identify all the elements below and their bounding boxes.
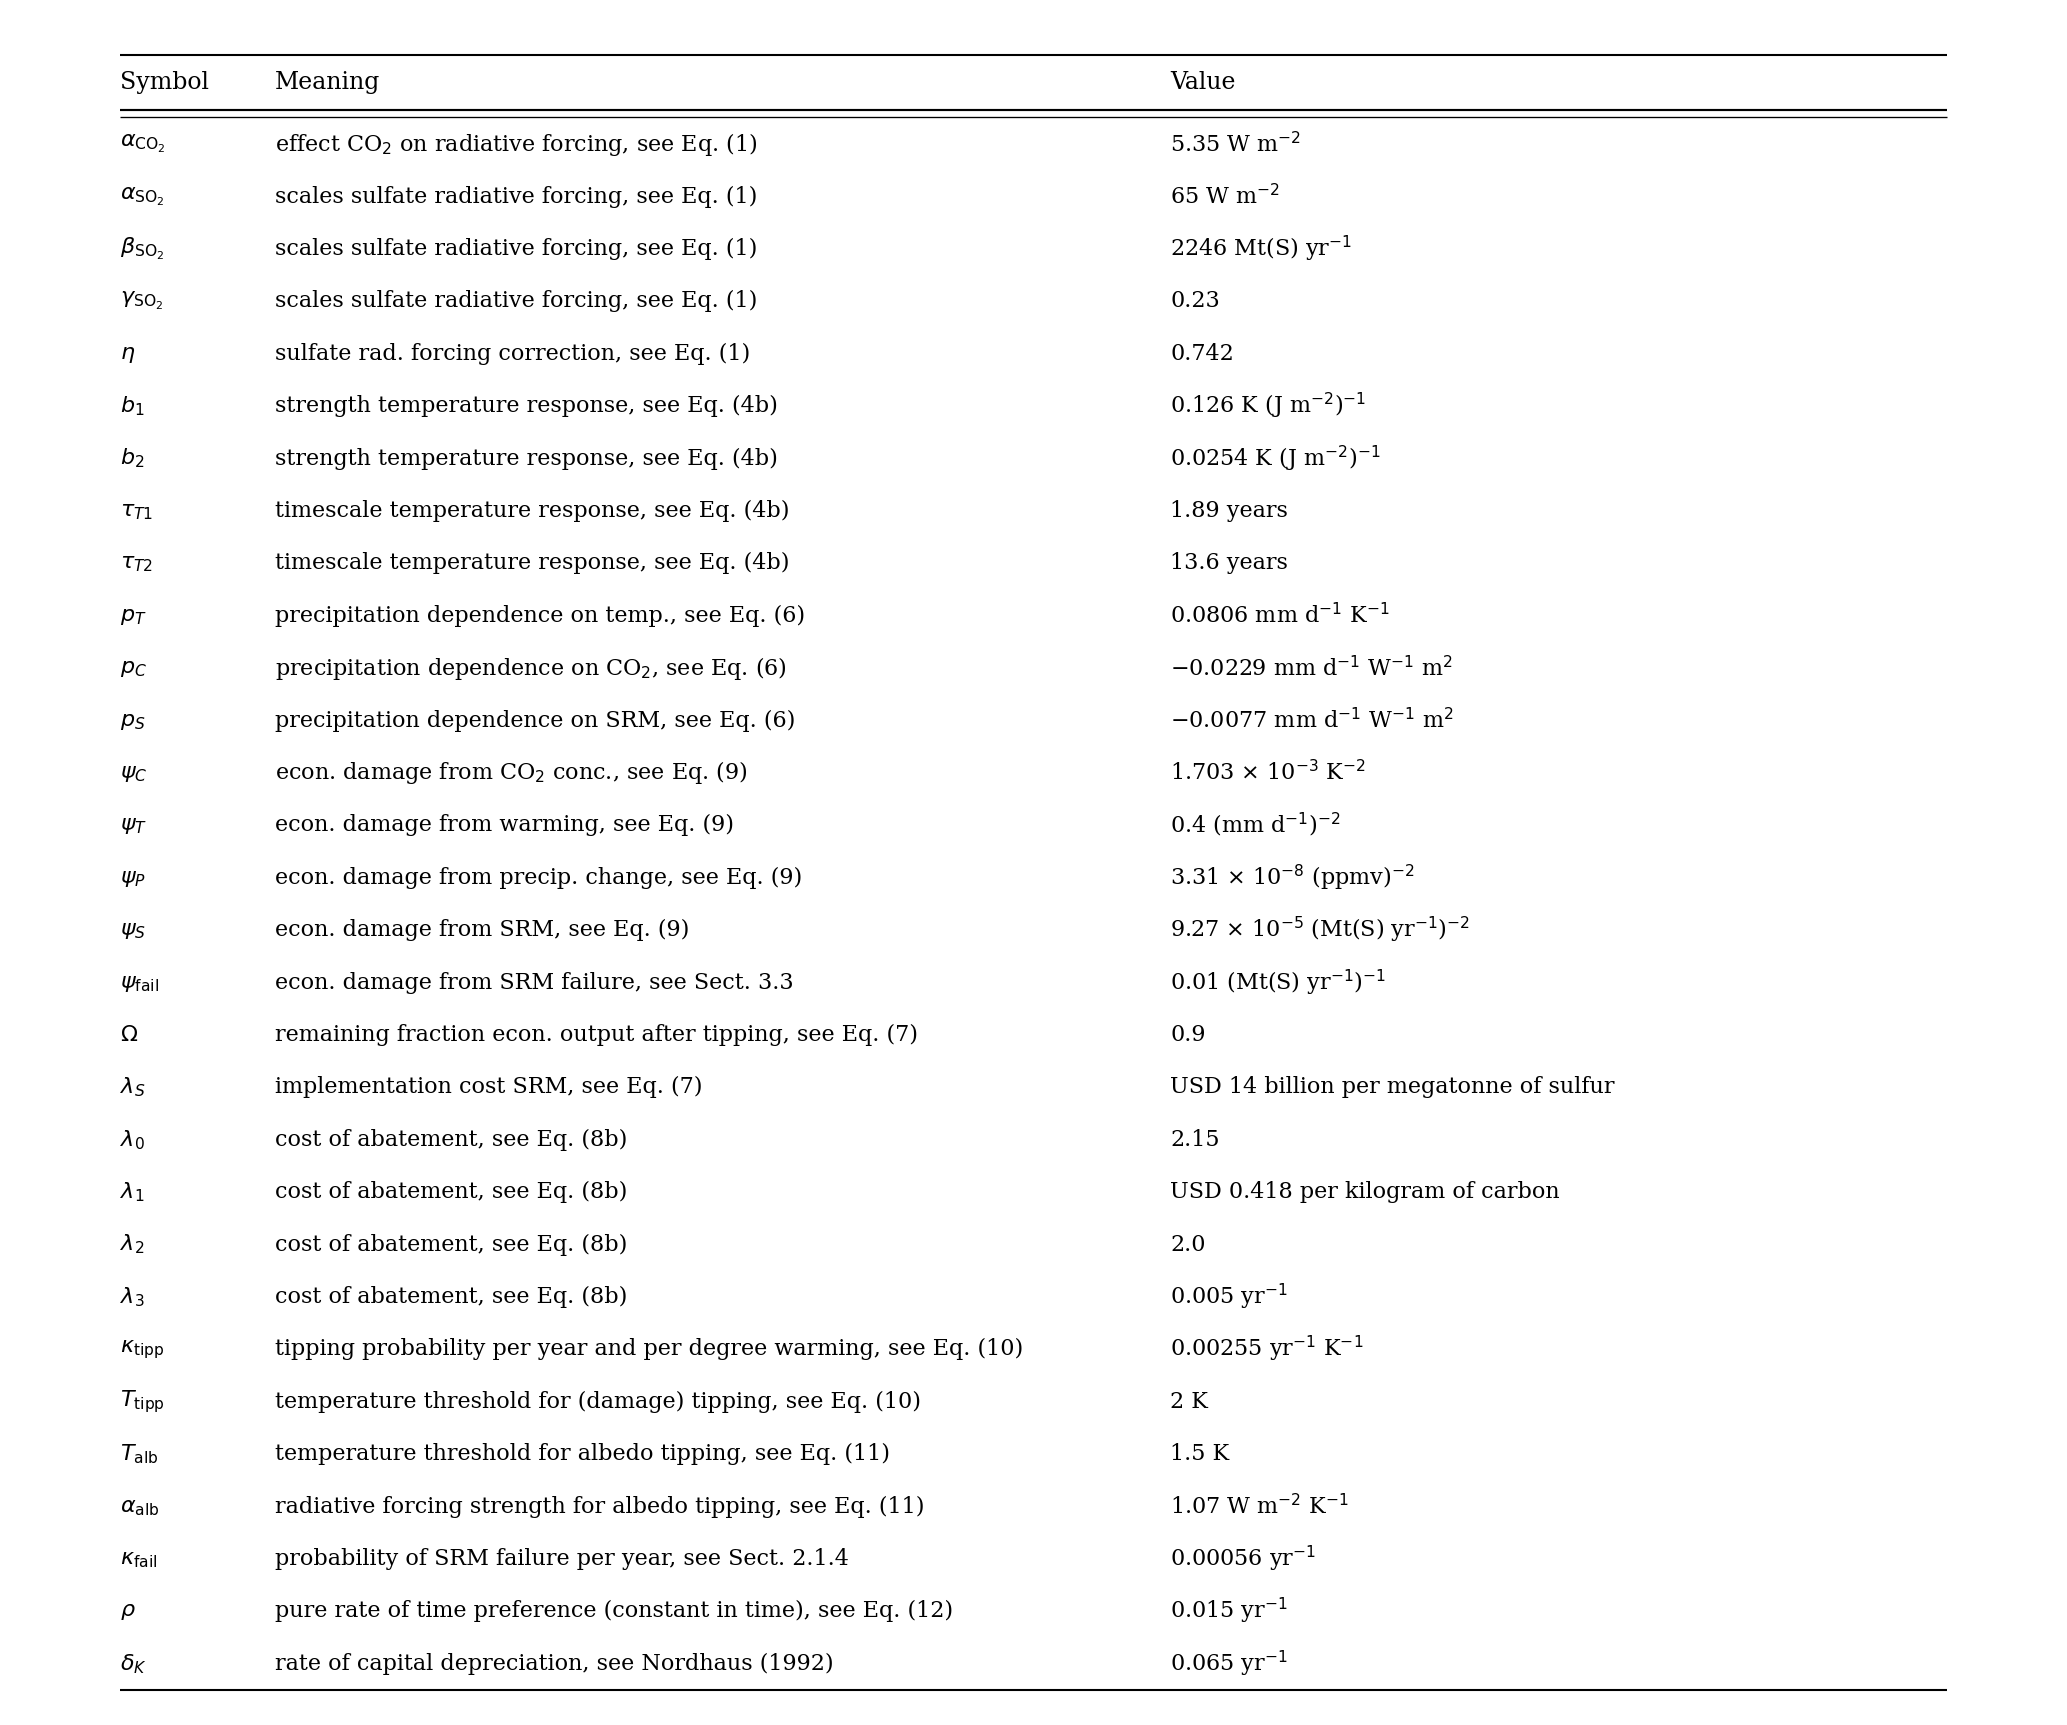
Text: cost of abatement, see Eq. (8b): cost of abatement, see Eq. (8b) [275,1233,628,1256]
Text: $\lambda_0$: $\lambda_0$ [120,1128,145,1152]
Text: $T_{\mathrm{alb}}$: $T_{\mathrm{alb}}$ [120,1442,159,1466]
Text: $T_{\mathrm{tipp}}$: $T_{\mathrm{tipp}}$ [120,1389,165,1414]
Text: radiative forcing strength for albedo tipping, see Eq. (11): radiative forcing strength for albedo ti… [275,1496,924,1518]
Text: USD 14 billion per megatonne of sulfur: USD 14 billion per megatonne of sulfur [1170,1076,1614,1099]
Text: 2246 Mt(S) yr$^{-1}$: 2246 Mt(S) yr$^{-1}$ [1170,235,1352,264]
Text: sulfate rad. forcing correction, see Eq. (1): sulfate rad. forcing correction, see Eq.… [275,343,750,366]
Text: econ. damage from SRM, see Eq. (9): econ. damage from SRM, see Eq. (9) [275,919,690,942]
Text: 0.065 yr$^{-1}$: 0.065 yr$^{-1}$ [1170,1649,1288,1678]
Text: econ. damage from SRM failure, see Sect. 3.3: econ. damage from SRM failure, see Sect.… [275,971,794,994]
Text: $\psi_T$: $\psi_T$ [120,814,147,837]
Text: $\alpha_{\mathrm{CO_2}}$: $\alpha_{\mathrm{CO_2}}$ [120,133,165,155]
Text: 65 W m$^{-2}$: 65 W m$^{-2}$ [1170,185,1279,209]
Text: temperature threshold for (damage) tipping, see Eq. (10): temperature threshold for (damage) tippi… [275,1390,922,1413]
Text: $\alpha_{\mathrm{SO_2}}$: $\alpha_{\mathrm{SO_2}}$ [120,186,165,207]
Text: scales sulfate radiative forcing, see Eq. (1): scales sulfate radiative forcing, see Eq… [275,290,757,312]
Text: $\lambda_3$: $\lambda_3$ [120,1285,145,1309]
Text: rate of capital depreciation, see Nordhaus (1992): rate of capital depreciation, see Nordha… [275,1653,833,1675]
Text: econ. damage from warming, see Eq. (9): econ. damage from warming, see Eq. (9) [275,814,734,837]
Text: $\Omega$: $\Omega$ [120,1025,138,1045]
Text: $\psi_C$: $\psi_C$ [120,762,147,783]
Text: $\alpha_{\mathrm{alb}}$: $\alpha_{\mathrm{alb}}$ [120,1496,159,1518]
Text: 0.126 K (J m$^{-2}$)$^{-1}$: 0.126 K (J m$^{-2}$)$^{-1}$ [1170,392,1366,421]
Text: strength temperature response, see Eq. (4b): strength temperature response, see Eq. (… [275,395,777,417]
Text: cost of abatement, see Eq. (8b): cost of abatement, see Eq. (8b) [275,1285,628,1308]
Text: $\psi_P$: $\psi_P$ [120,866,147,888]
Text: 2.0: 2.0 [1170,1233,1205,1256]
Text: temperature threshold for albedo tipping, see Eq. (11): temperature threshold for albedo tipping… [275,1444,891,1465]
Text: 0.005 yr$^{-1}$: 0.005 yr$^{-1}$ [1170,1282,1288,1313]
Text: 0.4 (mm d$^{-1}$)$^{-2}$: 0.4 (mm d$^{-1}$)$^{-2}$ [1170,811,1341,840]
Text: $\lambda_2$: $\lambda_2$ [120,1233,145,1256]
Text: $b_1$: $b_1$ [120,395,145,417]
Text: $\lambda_S$: $\lambda_S$ [120,1076,145,1099]
Text: $\delta_K$: $\delta_K$ [120,1653,147,1675]
Text: 1.5 K: 1.5 K [1170,1444,1230,1465]
Text: Value: Value [1170,71,1236,93]
Text: effect CO$_2$ on radiative forcing, see Eq. (1): effect CO$_2$ on radiative forcing, see … [275,131,757,157]
Text: 13.6 years: 13.6 years [1170,552,1288,574]
Text: $b_2$: $b_2$ [120,447,145,471]
Text: probability of SRM failure per year, see Sect. 2.1.4: probability of SRM failure per year, see… [275,1547,850,1570]
Text: 0.742: 0.742 [1170,343,1234,364]
Text: precipitation dependence on CO$_2$, see Eq. (6): precipitation dependence on CO$_2$, see … [275,656,788,681]
Text: Meaning: Meaning [275,71,380,93]
Text: $\eta$: $\eta$ [120,343,134,364]
Text: $\lambda_1$: $\lambda_1$ [120,1180,145,1204]
Text: 1.703 $\times$ 10$^{-3}$ K$^{-2}$: 1.703 $\times$ 10$^{-3}$ K$^{-2}$ [1170,761,1366,785]
Text: $\gamma_{\mathrm{SO_2}}$: $\gamma_{\mathrm{SO_2}}$ [120,290,163,312]
Text: timescale temperature response, see Eq. (4b): timescale temperature response, see Eq. … [275,500,790,523]
Text: 2.15: 2.15 [1170,1128,1220,1151]
Text: 0.01 (Mt(S) yr$^{-1}$)$^{-1}$: 0.01 (Mt(S) yr$^{-1}$)$^{-1}$ [1170,968,1387,997]
Text: 2 K: 2 K [1170,1390,1207,1413]
Text: Symbol: Symbol [120,71,209,93]
Text: $\kappa_{\mathrm{fail}}$: $\kappa_{\mathrm{fail}}$ [120,1547,157,1570]
Text: $\psi_S$: $\psi_S$ [120,919,147,942]
Text: 0.015 yr$^{-1}$: 0.015 yr$^{-1}$ [1170,1596,1288,1627]
Text: 0.9: 0.9 [1170,1025,1205,1045]
Text: 0.0254 K (J m$^{-2}$)$^{-1}$: 0.0254 K (J m$^{-2}$)$^{-1}$ [1170,443,1381,474]
Text: 1.89 years: 1.89 years [1170,500,1288,523]
Text: strength temperature response, see Eq. (4b): strength temperature response, see Eq. (… [275,447,777,469]
Text: cost of abatement, see Eq. (8b): cost of abatement, see Eq. (8b) [275,1128,628,1151]
Text: 0.23: 0.23 [1170,290,1220,312]
Text: 0.00255 yr$^{-1}$ K$^{-1}$: 0.00255 yr$^{-1}$ K$^{-1}$ [1170,1335,1364,1364]
Text: $p_S$: $p_S$ [120,709,145,731]
Text: scales sulfate radiative forcing, see Eq. (1): scales sulfate radiative forcing, see Eq… [275,186,757,207]
Text: tipping probability per year and per degree warming, see Eq. (10): tipping probability per year and per deg… [275,1339,1023,1361]
Text: $-$0.0229 mm d$^{-1}$ W$^{-1}$ m$^2$: $-$0.0229 mm d$^{-1}$ W$^{-1}$ m$^2$ [1170,656,1453,681]
Text: $\tau_{T2}$: $\tau_{T2}$ [120,552,153,574]
Text: scales sulfate radiative forcing, see Eq. (1): scales sulfate radiative forcing, see Eq… [275,238,757,260]
Text: 0.00056 yr$^{-1}$: 0.00056 yr$^{-1}$ [1170,1544,1317,1575]
Text: precipitation dependence on SRM, see Eq. (6): precipitation dependence on SRM, see Eq.… [275,709,796,731]
Text: $p_T$: $p_T$ [120,605,147,626]
Text: $\beta_{\mathrm{SO_2}}$: $\beta_{\mathrm{SO_2}}$ [120,236,165,262]
Text: 0.0806 mm d$^{-1}$ K$^{-1}$: 0.0806 mm d$^{-1}$ K$^{-1}$ [1170,604,1389,628]
Text: 9.27 $\times$ 10$^{-5}$ (Mt(S) yr$^{-1}$)$^{-2}$: 9.27 $\times$ 10$^{-5}$ (Mt(S) yr$^{-1}$… [1170,914,1470,945]
Text: $\psi_{\mathrm{fail}}$: $\psi_{\mathrm{fail}}$ [120,971,159,994]
Text: 1.07 W m$^{-2}$ K$^{-1}$: 1.07 W m$^{-2}$ K$^{-1}$ [1170,1494,1350,1520]
Text: cost of abatement, see Eq. (8b): cost of abatement, see Eq. (8b) [275,1182,628,1204]
Text: 3.31 $\times$ 10$^{-8}$ (ppmv)$^{-2}$: 3.31 $\times$ 10$^{-8}$ (ppmv)$^{-2}$ [1170,862,1414,894]
Text: $p_C$: $p_C$ [120,657,147,680]
Text: USD 0.418 per kilogram of carbon: USD 0.418 per kilogram of carbon [1170,1182,1561,1204]
Text: $\kappa_{\mathrm{tipp}}$: $\kappa_{\mathrm{tipp}}$ [120,1339,165,1361]
Text: $-$0.0077 mm d$^{-1}$ W$^{-1}$ m$^2$: $-$0.0077 mm d$^{-1}$ W$^{-1}$ m$^2$ [1170,707,1453,733]
Text: $\rho$: $\rho$ [120,1601,136,1623]
Text: $\tau_{T1}$: $\tau_{T1}$ [120,500,153,523]
Text: econ. damage from precip. change, see Eq. (9): econ. damage from precip. change, see Eq… [275,866,802,888]
Text: pure rate of time preference (constant in time), see Eq. (12): pure rate of time preference (constant i… [275,1601,953,1623]
Text: precipitation dependence on temp., see Eq. (6): precipitation dependence on temp., see E… [275,605,806,626]
Text: 5.35 W m$^{-2}$: 5.35 W m$^{-2}$ [1170,131,1300,157]
Text: timescale temperature response, see Eq. (4b): timescale temperature response, see Eq. … [275,552,790,574]
Text: econ. damage from CO$_2$ conc., see Eq. (9): econ. damage from CO$_2$ conc., see Eq. … [275,759,748,787]
Text: remaining fraction econ. output after tipping, see Eq. (7): remaining fraction econ. output after ti… [275,1025,918,1045]
Text: implementation cost SRM, see Eq. (7): implementation cost SRM, see Eq. (7) [275,1076,703,1099]
